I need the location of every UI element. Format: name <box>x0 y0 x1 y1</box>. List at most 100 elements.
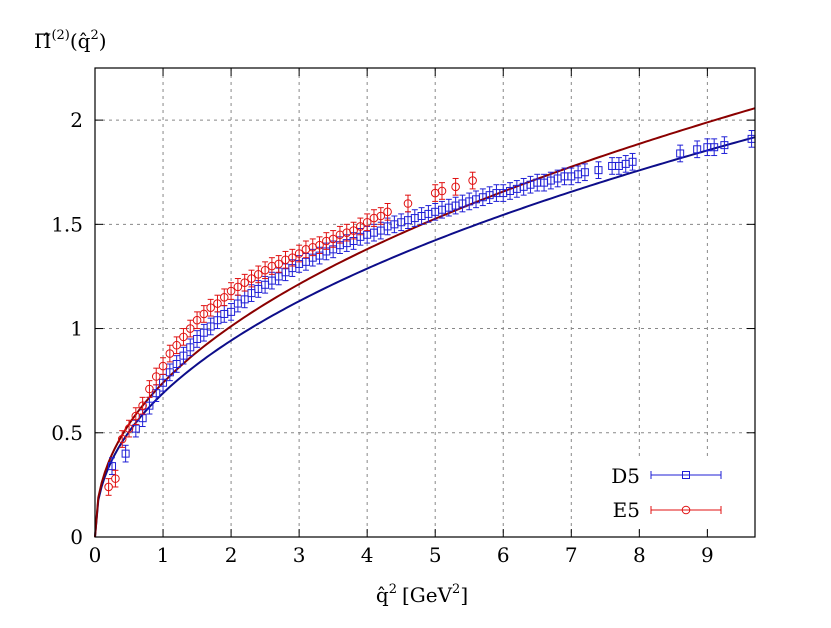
data-point <box>260 261 270 280</box>
point-marker <box>186 343 195 352</box>
point-marker <box>580 168 589 177</box>
data-point <box>145 380 154 398</box>
point-marker <box>240 278 249 287</box>
data-point <box>213 311 222 330</box>
data-point <box>485 186 494 204</box>
point-marker <box>206 322 215 331</box>
data-point <box>430 184 440 202</box>
point-marker <box>192 315 202 325</box>
point-marker <box>227 307 236 316</box>
data-point <box>458 194 467 213</box>
grid <box>95 68 755 537</box>
y-tick-label: 1.5 <box>51 212 83 236</box>
x-axis-title: q̂2 [GeV2] <box>376 582 468 607</box>
data-point <box>506 182 515 200</box>
point-marker <box>219 292 229 302</box>
data-point <box>172 336 181 355</box>
data-point <box>301 240 311 259</box>
x-tick-label: 8 <box>633 543 646 567</box>
point-marker <box>233 299 242 308</box>
data-point <box>383 202 392 221</box>
x-tick-label: 3 <box>293 543 306 567</box>
data-point <box>165 363 174 382</box>
point-marker <box>172 359 181 368</box>
data-point <box>693 140 702 159</box>
point-marker <box>152 389 161 398</box>
data-point <box>533 173 542 192</box>
data-point <box>247 269 256 288</box>
data-point <box>328 230 338 248</box>
point-marker <box>172 340 181 350</box>
data-point <box>580 163 589 182</box>
point-marker <box>206 303 215 313</box>
point-marker <box>199 309 209 319</box>
point-marker <box>111 474 120 483</box>
point-marker <box>104 482 113 492</box>
point-marker <box>720 141 729 150</box>
data-point <box>478 188 487 207</box>
point-marker <box>260 265 270 275</box>
data-point <box>519 177 528 196</box>
axis-ticks: 0 1 2 3 4 5 6 7 8 9 0 0.5 1 1.5 2 <box>51 68 755 567</box>
data-point <box>199 305 209 323</box>
series-d5 <box>108 130 756 475</box>
data-point <box>274 255 284 273</box>
point-marker <box>594 166 603 175</box>
point-marker <box>403 199 413 208</box>
point-marker <box>376 226 385 235</box>
data-point <box>213 294 222 313</box>
point-marker <box>199 328 208 337</box>
point-marker <box>185 324 195 333</box>
data-point <box>179 328 188 346</box>
data-point <box>185 319 195 338</box>
point-marker <box>121 449 130 458</box>
data-point <box>468 171 477 190</box>
data-point <box>322 232 331 250</box>
data-point <box>437 182 447 200</box>
data-point <box>158 357 168 375</box>
fit-curve-e5 <box>94 107 756 538</box>
data-point <box>206 298 215 317</box>
y-tick-label: 2 <box>70 108 83 132</box>
point-marker <box>233 282 243 292</box>
data-point <box>499 184 508 202</box>
plot-frame <box>94 67 756 538</box>
point-marker <box>267 276 276 285</box>
data-point <box>151 367 161 386</box>
data-point <box>342 223 352 242</box>
point-marker <box>356 222 365 231</box>
data-point <box>131 407 141 425</box>
legend-label-d5: D5 <box>611 464 640 488</box>
point-marker <box>682 471 690 479</box>
data-point <box>621 155 630 173</box>
data-point <box>574 165 583 184</box>
data-point <box>193 330 202 348</box>
point-marker <box>247 289 256 298</box>
point-marker <box>124 424 134 433</box>
data-point <box>261 275 270 294</box>
data-point <box>417 207 426 225</box>
fit-curve-d5 <box>94 136 756 538</box>
data-point <box>308 238 318 257</box>
legend-sample-e5 <box>650 505 722 515</box>
data-point <box>253 265 263 284</box>
point-marker <box>628 157 637 166</box>
data-point <box>676 144 685 163</box>
point-marker <box>165 349 175 358</box>
data-point <box>703 138 712 157</box>
point-marker <box>226 286 236 296</box>
data-point <box>465 192 474 211</box>
data-point <box>199 323 208 342</box>
data-point <box>349 221 358 240</box>
point-marker <box>710 143 719 152</box>
point-marker <box>108 462 117 471</box>
x-tick-label: 9 <box>701 543 714 567</box>
x-tick-label: 6 <box>497 543 510 567</box>
data-points <box>104 130 756 496</box>
point-marker <box>179 332 188 342</box>
data-point <box>315 236 324 255</box>
data-point <box>227 303 236 321</box>
point-marker <box>261 280 270 289</box>
point-marker <box>138 401 147 410</box>
x-tick-label: 5 <box>429 543 442 567</box>
